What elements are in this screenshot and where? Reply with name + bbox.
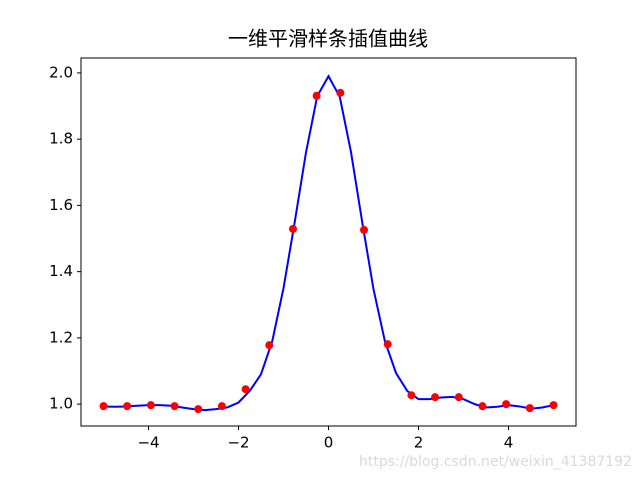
data-point [99,402,108,411]
data-point [383,340,392,349]
data-point [502,400,511,409]
data-point [336,88,345,97]
data-point [241,385,250,394]
data-point [217,402,226,411]
x-tick-label: 4 [504,434,514,452]
data-point [288,224,297,233]
plot-frame [80,57,577,427]
watermark: https://blog.csdn.net/weixin_41387192 [359,454,632,470]
data-point [194,405,203,414]
y-tick-label: 1.2 [49,328,73,346]
y-tick-label: 1.8 [49,130,73,148]
curve [103,74,554,412]
y-tick-label: 2.0 [49,63,73,81]
data-point [123,402,132,411]
data-point [360,225,369,234]
data-point [312,91,321,100]
x-tick-label: 0 [324,434,334,452]
data-point [265,341,274,350]
data-point [549,401,558,410]
data-point [431,393,440,402]
y-tick-label: 1.6 [49,196,73,214]
data-point [478,402,487,411]
y-tick-label: 1.4 [49,262,73,280]
data-point [454,393,463,402]
x-tick-label: 2 [414,434,424,452]
x-tick-label: −4 [137,434,159,452]
y-tick-label: 1.0 [49,395,73,413]
data-point [170,402,179,411]
data-point [146,401,155,410]
data-point [525,404,534,413]
x-tick-label: −2 [227,434,249,452]
data-point [407,391,416,400]
chart-title: 一维平滑样条插值曲线 [228,27,428,51]
